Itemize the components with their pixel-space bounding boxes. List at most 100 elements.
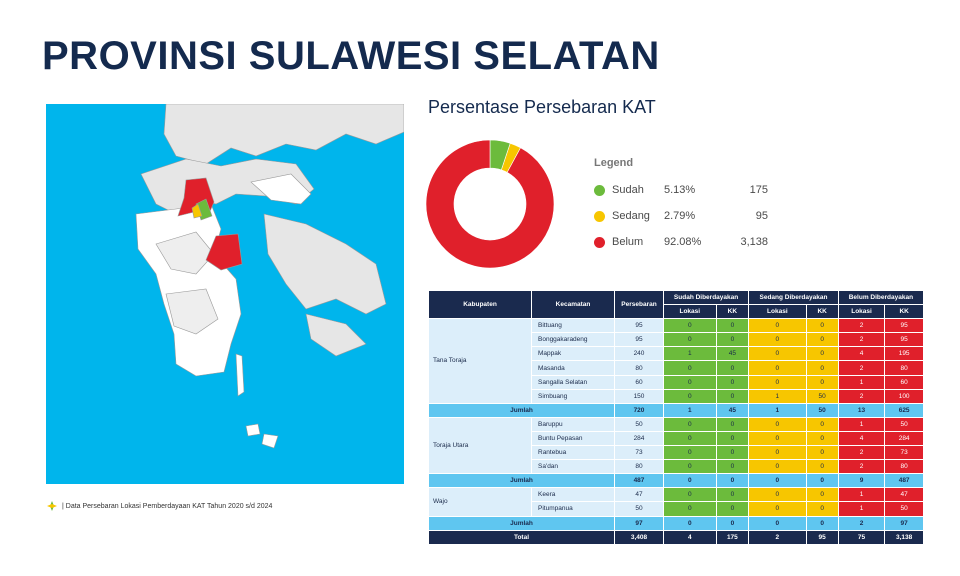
value-cell: 80 <box>884 459 924 475</box>
subtotal-value: 1 <box>748 402 807 418</box>
value-cell: 0 <box>748 346 807 362</box>
kecamatan-cell: Masanda <box>531 360 615 376</box>
legend-label: Sedang <box>612 210 650 222</box>
value-cell: 0 <box>748 459 807 475</box>
value-cell: 0 <box>748 501 807 517</box>
table-row: Bonggakaradeng 95 0 0 0 0 2 95 <box>429 332 924 348</box>
value-cell: 0 <box>663 332 717 348</box>
legend-pct: 2.79% <box>664 210 696 222</box>
sulawesi-map-graphic <box>135 104 404 449</box>
subtotal-value: 50 <box>805 402 839 418</box>
header-kecamatan: Kecamatan <box>531 289 615 320</box>
subtotal-label: Jumlah <box>428 402 615 418</box>
value-cell: 0 <box>663 430 717 447</box>
subtotal-value: 0 <box>663 515 717 531</box>
value-cell: 2 <box>837 318 886 334</box>
value-cell: 0 <box>663 487 717 503</box>
value-cell: 0 <box>663 501 717 517</box>
value-cell: 60 <box>884 374 924 390</box>
value-cell: 2 <box>837 360 886 376</box>
value-cell: 0 <box>805 318 839 334</box>
value-cell: 0 <box>715 332 750 348</box>
persebaran-cell: 73 <box>614 445 664 461</box>
persebaran-cell: 50 <box>614 501 664 517</box>
header-persebaran: Persebaran <box>614 289 664 320</box>
value-cell: 0 <box>715 501 750 517</box>
value-cell: 0 <box>748 374 807 390</box>
subtotal-value: 1 <box>663 402 717 418</box>
subtotal-value: 13 <box>837 402 886 418</box>
legend-pct: 92.08% <box>664 236 702 248</box>
value-cell: 0 <box>748 416 807 432</box>
value-cell: 0 <box>748 318 807 334</box>
subtotal-label: Jumlah <box>428 473 615 489</box>
subtotal-value: 0 <box>805 515 839 531</box>
table-row: Rantebua 73 0 0 0 0 2 73 <box>429 445 924 461</box>
table-row: Simbuang 150 0 0 1 50 2 100 <box>429 388 924 404</box>
kecamatan-cell: Simbuang <box>531 388 615 404</box>
value-cell: 2 <box>837 445 886 461</box>
value-cell: 1 <box>837 487 886 503</box>
value-cell: 50 <box>884 416 924 432</box>
value-cell: 1 <box>663 346 717 362</box>
value-cell: 45 <box>715 346 750 362</box>
value-cell: 0 <box>805 459 839 475</box>
value-cell: 100 <box>884 388 924 404</box>
value-cell: 0 <box>748 360 807 376</box>
header-kk: KK <box>805 304 839 320</box>
kat-table: Kabupaten Kecamatan Persebaran Sudah Dib… <box>428 289 925 545</box>
subtotal-value: 97 <box>884 515 924 531</box>
subtotal-persebaran: 720 <box>614 402 664 418</box>
table-row: Wajo Keera 47 0 0 0 0 1 47 <box>428 487 924 517</box>
kecamatan-cell: Sangalla Selatan <box>531 374 615 390</box>
value-cell: 0 <box>663 360 717 376</box>
value-cell: 80 <box>884 360 924 376</box>
total-value: 75 <box>837 529 886 545</box>
table-row: Buntu Pepasan 284 0 0 0 0 4 284 <box>429 430 924 447</box>
value-cell: 0 <box>805 332 839 348</box>
persebaran-cell: 60 <box>614 374 664 390</box>
header-lokasi: Lokasi <box>663 304 717 320</box>
value-cell: 2 <box>837 459 886 475</box>
legend-dot <box>594 236 605 248</box>
subtotal-row: Jumlah 97 0 0 0 0 2 97 <box>428 515 924 531</box>
kecamatan-cell: Bittuang <box>531 318 615 334</box>
value-cell: 0 <box>748 487 807 503</box>
total-row: Total 3,408 4 175 2 95 75 3,138 <box>428 529 924 545</box>
kecamatan-cell: Sa'dan <box>531 459 615 475</box>
value-cell: 95 <box>884 332 924 348</box>
value-cell: 0 <box>748 445 807 461</box>
subtotal-value: 487 <box>884 473 924 489</box>
value-cell: 1 <box>837 501 886 517</box>
persebaran-cell: 95 <box>614 332 664 348</box>
legend-item-belum: Belum 92.08% 3,138 <box>594 229 768 255</box>
value-cell: 2 <box>837 332 886 348</box>
persebaran-cell: 50 <box>614 416 664 432</box>
source-note: | Data Persebaran Lokasi Pemberdayaan KA… <box>46 500 272 512</box>
value-cell: 0 <box>663 416 717 432</box>
subtotal-persebaran: 97 <box>614 515 664 531</box>
header-sudah: Sudah Diberdayakan <box>662 289 750 306</box>
total-value: 4 <box>663 529 717 545</box>
total-persebaran: 3,408 <box>614 529 664 545</box>
value-cell: 0 <box>715 360 750 376</box>
value-cell: 1 <box>837 374 886 390</box>
table-row: Sangalla Selatan 60 0 0 0 0 1 60 <box>429 374 924 390</box>
value-cell: 0 <box>663 318 717 334</box>
header-lokasi: Lokasi <box>837 304 886 320</box>
legend-item-sudah: Sudah 5.13% 175 <box>594 177 768 203</box>
donut-chart <box>425 139 555 269</box>
value-cell: 0 <box>663 374 717 390</box>
value-cell: 0 <box>748 332 807 348</box>
value-cell: 0 <box>805 374 839 390</box>
header-kabupaten: Kabupaten <box>428 289 532 320</box>
table-row: Pitumpanua 50 0 0 0 0 1 50 <box>429 501 924 517</box>
total-value: 2 <box>748 529 807 545</box>
kecamatan-cell: Rantebua <box>531 445 615 461</box>
subtotal-value: 0 <box>715 473 750 489</box>
persebaran-cell: 80 <box>614 459 664 475</box>
legend-title: Legend <box>594 157 634 169</box>
subtotal-label: Jumlah <box>428 515 615 531</box>
value-cell: 0 <box>805 360 839 376</box>
header-kk: KK <box>884 304 924 320</box>
